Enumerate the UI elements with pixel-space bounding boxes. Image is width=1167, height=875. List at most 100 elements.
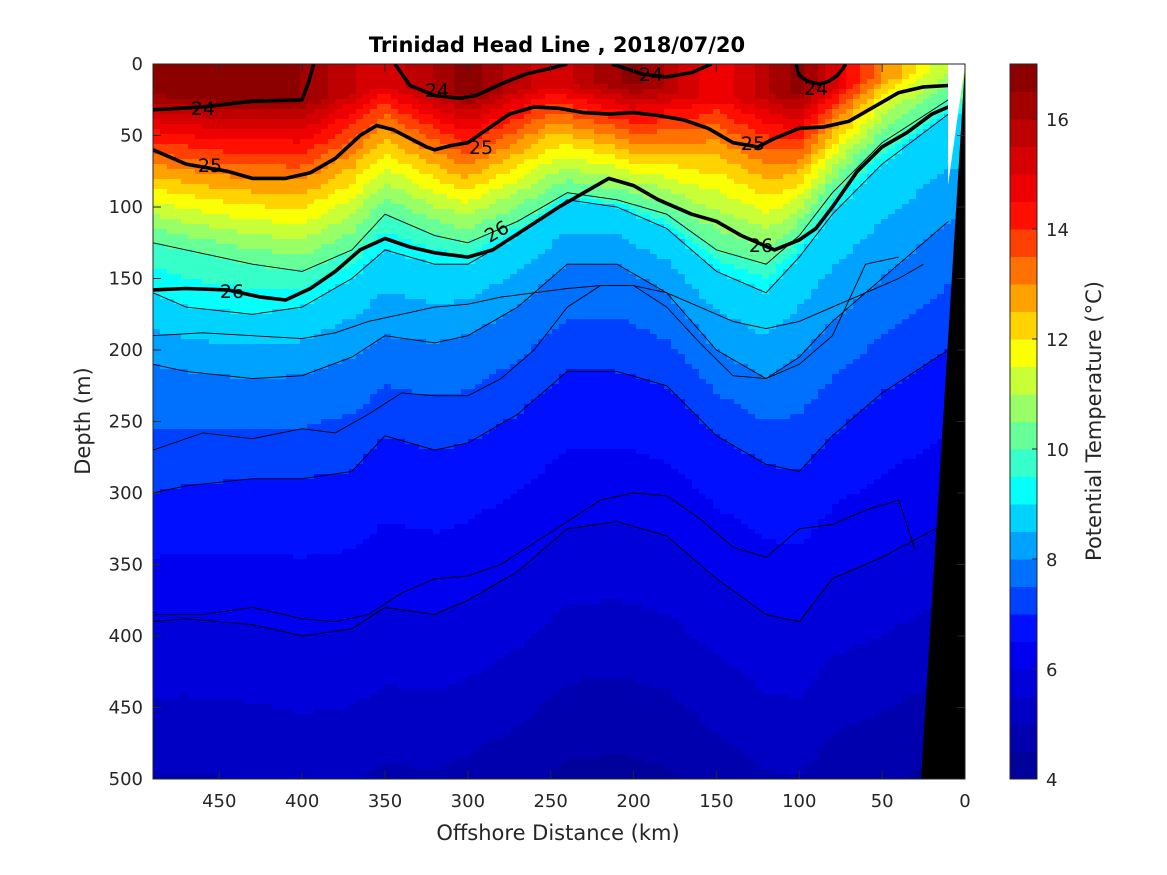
temperature-cell [363,424,371,430]
temperature-cell [384,299,392,305]
temperature-cell [363,139,371,145]
temperature-cell [356,344,364,350]
temperature-cell [370,69,378,75]
temperature-cell [272,539,280,545]
temperature-cell [293,94,301,100]
temperature-cell [377,614,385,620]
temperature-cell [335,189,343,195]
temperature-cell [370,184,378,190]
temperature-cell [342,234,350,240]
temperature-cell [188,289,196,295]
temperature-cell [300,114,308,120]
temperature-cell [349,674,357,680]
temperature-cell [202,134,210,140]
temperature-cell [251,109,259,115]
temperature-cell [377,164,385,170]
temperature-cell [272,559,280,565]
temperature-cell [265,329,273,335]
temperature-cell [328,104,336,110]
temperature-cell [153,244,161,250]
temperature-cell [202,679,210,685]
temperature-cell [202,659,210,665]
temperature-cell [160,249,168,255]
temperature-cell [223,629,231,635]
temperature-cell [384,514,392,520]
temperature-cell [202,214,210,220]
temperature-cell [391,584,399,590]
temperature-cell [153,104,161,110]
temperature-cell [202,649,210,655]
temperature-cell [307,764,315,770]
temperature-cell [174,624,182,630]
temperature-cell [279,169,287,175]
temperature-cell [363,134,371,140]
temperature-cell [237,334,245,340]
temperature-cell [363,469,371,475]
temperature-cell [272,89,280,95]
temperature-cell [342,669,350,675]
temperature-cell [251,439,259,445]
temperature-cell [377,679,385,685]
temperature-cell [377,619,385,625]
temperature-cell [181,414,189,420]
temperature-cell [335,524,343,530]
temperature-cell [342,604,350,610]
temperature-cell [258,424,266,430]
temperature-cell [160,414,168,420]
temperature-cell [202,604,210,610]
temperature-cell [209,564,217,570]
temperature-cell [293,84,301,90]
temperature-cell [342,544,350,550]
temperature-cell [216,694,224,700]
temperature-cell [181,639,189,645]
temperature-cell [181,689,189,695]
temperature-cell [251,189,259,195]
temperature-cell [237,324,245,330]
temperature-cell [258,514,266,520]
temperature-cell [293,714,301,720]
temperature-cell [195,539,203,545]
temperature-cell [188,189,196,195]
temperature-cell [160,374,168,380]
temperature-cell [377,474,385,480]
temperature-cell [272,124,280,130]
temperature-cell [370,214,378,220]
temperature-cell [258,644,266,650]
temperature-cell [391,99,399,105]
temperature-cell [377,414,385,420]
temperature-cell [230,314,238,320]
temperature-cell [174,64,182,70]
temperature-cell [251,394,259,400]
temperature-cell [237,234,245,240]
temperature-cell [328,354,336,360]
temperature-cell [300,379,308,385]
temperature-cell [377,529,385,535]
temperature-cell [216,204,224,210]
temperature-cell [223,419,231,425]
temperature-cell [230,254,238,260]
temperature-cell [286,434,294,440]
temperature-cell [160,629,168,635]
temperature-cell [195,279,203,285]
temperature-cell [342,389,350,395]
temperature-cell [321,634,329,640]
temperature-cell [167,519,175,525]
temperature-cell [342,89,350,95]
temperature-cell [244,719,252,725]
temperature-cell [223,609,231,615]
temperature-cell [223,174,231,180]
temperature-cell [300,209,308,215]
temperature-cell [216,679,224,685]
temperature-cell [384,524,392,530]
temperature-cell [384,734,392,740]
temperature-cell [223,184,231,190]
temperature-cell [230,309,238,315]
temperature-cell [370,74,378,80]
temperature-cell [237,539,245,545]
temperature-cell [356,689,364,695]
temperature-cell [202,434,210,440]
temperature-cell [370,474,378,480]
temperature-cell [335,599,343,605]
temperature-cell [223,159,231,165]
temperature-cell [188,709,196,715]
